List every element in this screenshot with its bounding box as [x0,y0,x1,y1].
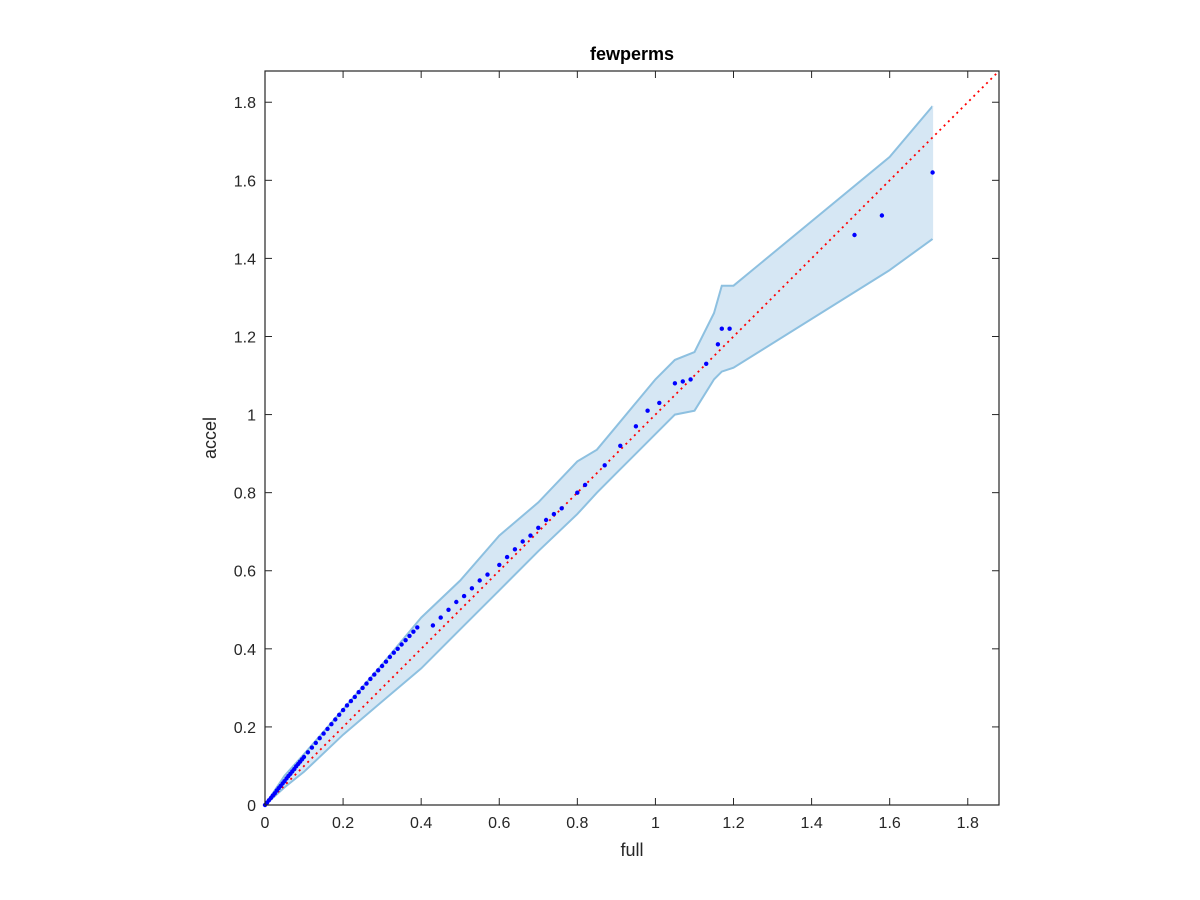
data-point [415,625,420,630]
plot-frame [264,70,1000,806]
data-point [715,342,721,347]
y-axis-label: accel [200,417,220,459]
data-points-layer [262,170,935,808]
data-point [477,578,482,583]
data-point [329,722,334,727]
data-point [559,506,564,511]
data-point [395,646,400,651]
data-point [403,638,408,643]
data-point [704,361,709,366]
y-tick-label: 0.2 [234,720,256,737]
data-point [446,607,451,612]
data-point [672,381,678,386]
data-point [852,232,857,238]
data-point [657,400,662,406]
data-point [383,659,389,664]
x-tick-label: 1.8 [957,815,979,832]
y-tick-label: 1.4 [234,251,256,268]
data-point [543,517,549,523]
data-point [321,731,326,736]
data-point [356,690,361,695]
data-point [454,599,459,605]
x-tick-label: 1.6 [879,815,901,832]
y-tick-label: 0 [247,798,256,815]
band-lower-edge [264,238,934,806]
data-point [325,726,330,732]
data-point [364,681,369,686]
y-tick-label: 1.6 [234,173,256,190]
y-tick-label: 1 [247,408,256,425]
data-point [461,593,467,599]
data-point [305,750,311,755]
reference-line [264,70,1000,806]
data-point [376,668,381,673]
reference-line-layer [264,70,1000,806]
data-point [719,326,724,331]
data-point [407,633,412,639]
data-point [575,490,580,495]
x-tick-label: 0 [261,815,270,832]
data-point [512,547,518,552]
band-area [265,106,933,806]
x-tick-label: 0.8 [566,815,588,832]
data-point [337,712,342,717]
data-point [469,586,475,591]
data-point [520,539,525,544]
data-point [618,443,623,448]
y-tick-label: 0.8 [234,486,256,503]
y-tick-label: 1.8 [234,95,256,112]
data-point [411,629,416,634]
data-point [497,562,502,568]
data-point [680,379,685,384]
data-point [536,525,541,530]
data-point [504,554,510,560]
data-point [387,654,393,660]
x-tick-label: 1 [651,815,660,832]
data-point [438,615,443,620]
data-point [391,650,396,655]
data-point [309,745,315,750]
data-point [368,676,373,682]
y-tick-label: 1.2 [234,329,256,346]
data-point [645,408,650,413]
x-tick-label: 0.2 [332,815,354,832]
x-tick-label: 1.4 [800,815,822,832]
data-point [879,213,885,218]
y-tick-label: 0.6 [234,564,256,581]
x-tick-label: 0.4 [410,815,432,832]
data-point [551,511,557,517]
data-point [430,623,436,628]
data-point [582,482,588,488]
data-point [348,698,354,704]
data-point [360,685,365,691]
chart-title: fewperms [590,44,674,64]
x-axis-ticks: 0 0.2 0.4 0.6 0.8 1 1.2 1.4 1.6 1.8 [261,71,979,832]
data-point [313,740,318,746]
data-point [399,642,404,647]
data-point [727,326,732,331]
data-point [930,170,935,175]
x-tick-label: 1.2 [722,815,744,832]
data-point [317,736,322,741]
data-point [602,463,607,468]
data-point [379,663,385,669]
x-axis-label: full [620,840,643,860]
data-point [344,703,350,708]
y-tick-label: 0.4 [234,642,256,659]
data-point [528,533,533,538]
data-point [333,717,338,722]
data-point [301,754,307,760]
data-point [485,572,490,577]
data-point [340,707,346,713]
data-point [688,377,693,382]
data-point [633,424,639,429]
data-point [352,694,357,700]
y-axis-ticks: 0 0.2 0.4 0.6 0.8 1 1.2 1.4 1.6 1.8 [234,95,999,815]
data-point [372,672,377,677]
x-tick-label: 0.6 [488,815,510,832]
